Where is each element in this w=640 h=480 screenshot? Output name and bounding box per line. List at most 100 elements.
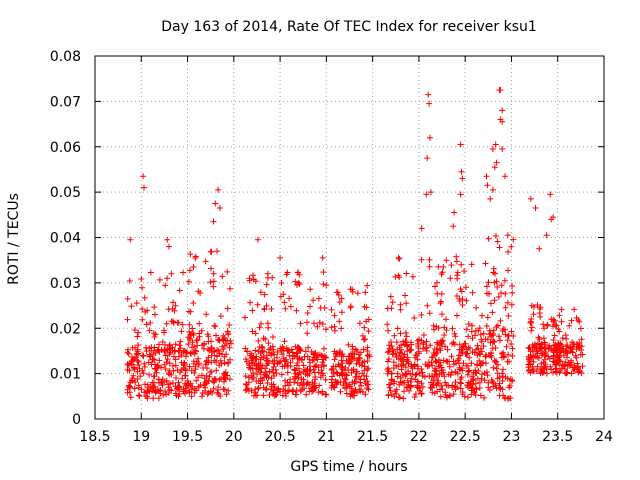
data-point — [227, 285, 233, 292]
data-point — [300, 362, 307, 369]
data-point — [299, 386, 305, 393]
data-point — [361, 336, 367, 343]
data-point — [263, 355, 270, 362]
data-point — [471, 388, 478, 395]
data-point — [139, 306, 146, 312]
data-point — [530, 358, 537, 365]
data-point — [292, 278, 299, 285]
data-point — [315, 295, 322, 302]
data-point — [534, 354, 541, 361]
data-point — [189, 383, 196, 390]
data-point — [288, 346, 295, 353]
data-point — [210, 278, 217, 285]
data-point — [569, 349, 576, 356]
data-point — [315, 389, 322, 396]
data-point — [255, 366, 262, 373]
data-point — [504, 232, 511, 239]
data-point — [158, 346, 165, 353]
data-point — [361, 303, 368, 310]
data-point — [497, 337, 503, 344]
data-point — [364, 282, 371, 289]
data-point — [249, 328, 256, 335]
data-point — [478, 338, 485, 345]
data-point — [457, 286, 464, 293]
data-point — [139, 316, 146, 323]
data-point — [444, 346, 451, 353]
data-point — [502, 173, 508, 180]
data-point — [559, 335, 566, 342]
x-tick-label: 22.5 — [450, 429, 481, 445]
data-point — [141, 363, 148, 370]
data-point — [450, 358, 457, 365]
data-point — [414, 337, 421, 344]
data-point — [253, 353, 260, 360]
data-point — [480, 359, 487, 366]
data-point — [269, 274, 276, 281]
data-point — [186, 363, 193, 370]
data-point — [224, 305, 231, 312]
data-point — [525, 345, 532, 352]
data-point — [477, 345, 484, 352]
data-point — [393, 339, 400, 346]
data-point — [130, 365, 137, 371]
data-point — [390, 365, 397, 372]
x-axis: 18.5 19 19.5 20 20.5 21 21.5 22 22.5 23 23.5 24 — [79, 56, 613, 445]
data-point — [173, 375, 179, 381]
data-point — [424, 363, 431, 370]
data-point — [186, 321, 193, 328]
data-point — [474, 375, 481, 382]
data-point — [454, 269, 461, 276]
data-point — [389, 299, 396, 306]
data-point — [564, 362, 571, 369]
data-point — [280, 291, 287, 298]
data-point — [141, 294, 148, 301]
data-point — [463, 362, 470, 369]
data-point — [261, 291, 268, 298]
x-tick-label: 19 — [132, 429, 150, 445]
data-point — [476, 385, 483, 391]
data-point — [550, 337, 557, 343]
data-point — [432, 358, 439, 364]
data-point — [257, 356, 264, 363]
data-point — [493, 358, 500, 365]
data-point — [504, 299, 511, 306]
data-point — [164, 356, 171, 363]
data-point — [281, 299, 288, 306]
data-point — [499, 107, 506, 114]
data-point — [474, 342, 481, 349]
data-point — [339, 370, 346, 377]
data-point — [177, 338, 184, 345]
data-point — [321, 304, 328, 311]
data-point — [269, 358, 276, 365]
data-point — [153, 388, 160, 395]
data-point — [495, 293, 502, 300]
data-point — [216, 336, 223, 343]
data-point — [397, 330, 404, 337]
data-point — [152, 311, 158, 318]
data-point — [216, 350, 223, 357]
data-point — [455, 355, 462, 362]
data-point — [418, 390, 425, 397]
data-point — [284, 369, 291, 376]
data-point — [189, 325, 196, 332]
data-point — [259, 377, 266, 384]
data-point — [269, 343, 276, 350]
data-point — [264, 320, 271, 327]
data-point — [151, 334, 158, 340]
data-point — [225, 359, 232, 366]
data-point — [254, 236, 261, 243]
data-point — [200, 382, 207, 389]
data-point — [144, 393, 151, 400]
data-point — [214, 389, 221, 396]
data-point — [252, 392, 259, 399]
data-point — [502, 290, 509, 297]
data-point — [124, 349, 131, 356]
x-tick-label: 21 — [317, 429, 335, 445]
data-point — [364, 385, 370, 392]
data-point — [195, 360, 202, 367]
data-point — [208, 352, 215, 359]
data-point — [212, 200, 219, 207]
data-point — [419, 373, 426, 379]
data-point — [504, 337, 511, 344]
data-point — [180, 269, 186, 276]
